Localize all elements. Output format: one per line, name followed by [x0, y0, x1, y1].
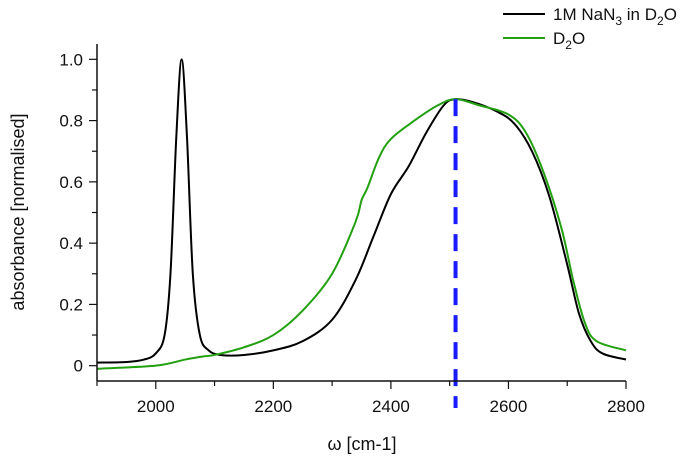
y-tick-label: 0.8 — [59, 112, 83, 131]
legend-subscript: 3 — [615, 14, 622, 28]
x-tick-label: 2800 — [607, 397, 645, 416]
legend-text: O — [572, 29, 585, 48]
axes: 2000 2200 2400 2600 2800 0 0.2 0.4 0.6 0.8 1.0 — [59, 44, 645, 416]
legend-text: D — [553, 29, 565, 48]
series-line-d2o — [96, 98, 627, 370]
legend-text: 1M NaN — [553, 5, 615, 24]
x-tick-label: 2600 — [490, 397, 528, 416]
y-axis-label: absorbance [normalised] — [8, 113, 28, 310]
legend-text: O — [664, 5, 677, 24]
plot-area — [96, 58, 627, 408]
legend-subscript: 2 — [565, 38, 572, 52]
x-axis-label: ω [cm-1] — [327, 434, 396, 454]
legend-text: in D — [622, 5, 657, 24]
y-tick-label: 0.6 — [59, 173, 83, 192]
y-tick-label: 1.0 — [59, 50, 83, 69]
x-tick-label: 2000 — [137, 397, 175, 416]
legend-label: D2O — [553, 29, 585, 52]
legend-label: 1M NaN3 in D2O — [553, 5, 677, 28]
y-tick-label: 0 — [74, 357, 83, 376]
x-tick-label: 2200 — [254, 397, 292, 416]
x-tick-label: 2400 — [372, 397, 410, 416]
y-tick-label: 0.4 — [59, 234, 83, 253]
series-line-nan3 — [96, 58, 627, 364]
legend-subscript: 2 — [657, 14, 664, 28]
y-tick-label: 0.2 — [59, 295, 83, 314]
